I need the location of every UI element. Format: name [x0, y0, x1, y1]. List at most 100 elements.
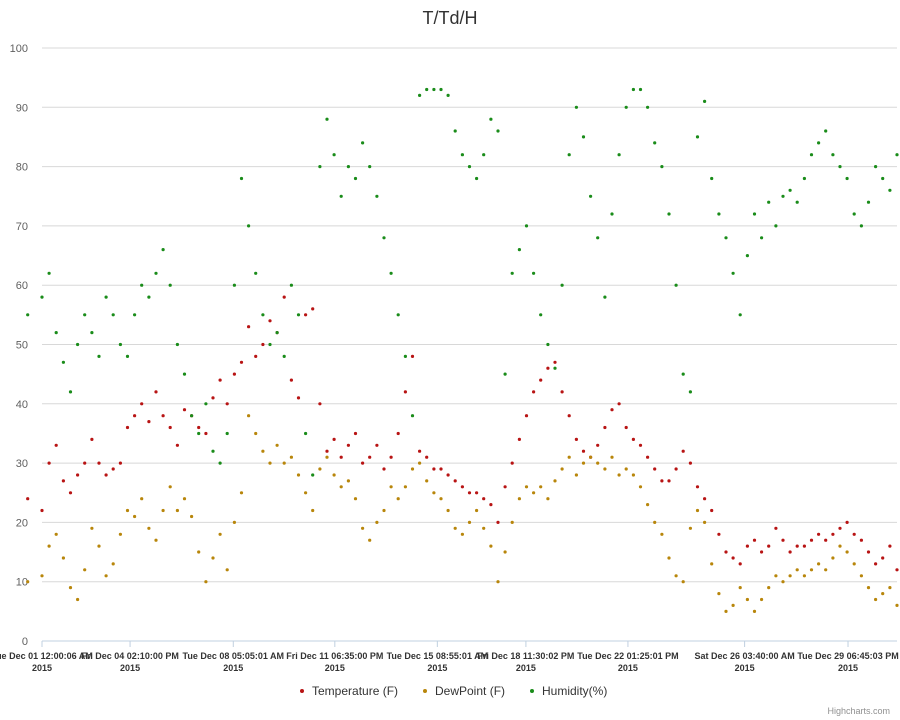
data-point	[204, 402, 208, 406]
data-point	[239, 491, 244, 495]
data-point	[646, 455, 650, 459]
data-point	[695, 135, 700, 139]
data-point	[859, 574, 864, 578]
data-point	[68, 491, 73, 495]
data-point	[574, 105, 579, 109]
x-axis: Tue Dec 01 12:00:06 AM 2015 Fri Dec 04 02:…	[0, 641, 899, 673]
data-point	[859, 538, 864, 542]
data-point	[418, 449, 422, 453]
data-point	[161, 414, 165, 418]
data-point	[353, 431, 358, 436]
data-point	[225, 431, 229, 436]
data-point	[111, 467, 115, 471]
data-point	[874, 597, 878, 602]
data-point	[361, 141, 365, 145]
data-point	[296, 313, 301, 317]
data-point	[403, 485, 407, 489]
data-point	[76, 597, 80, 602]
data-point	[517, 497, 522, 501]
data-point	[795, 544, 799, 548]
data-point	[197, 550, 201, 554]
data-point	[353, 176, 358, 181]
data-point	[211, 396, 215, 400]
data-point	[817, 532, 821, 536]
legend-item[interactable]: Temperature (F)	[300, 684, 398, 698]
data-point	[346, 443, 350, 447]
data-point	[874, 165, 878, 169]
credits-link[interactable]: Highcharts.com	[827, 706, 890, 716]
data-point	[318, 402, 322, 406]
data-point	[852, 532, 856, 536]
data-point	[496, 129, 500, 133]
data-point	[225, 402, 229, 406]
y-tick-label: 20	[16, 517, 28, 529]
legend-label: DewPoint (F)	[435, 684, 505, 698]
data-point	[788, 574, 792, 578]
data-point	[795, 200, 799, 204]
data-point	[311, 307, 315, 311]
data-point	[140, 402, 144, 406]
data-point	[232, 520, 236, 525]
data-point	[275, 443, 279, 447]
data-point	[660, 532, 664, 536]
data-point	[304, 431, 308, 436]
data-point	[539, 485, 543, 489]
y-tick-label: 80	[16, 162, 28, 174]
data-point	[646, 105, 650, 109]
data-point	[332, 473, 336, 477]
data-point	[382, 467, 386, 471]
data-point	[703, 99, 707, 103]
data-point	[524, 414, 529, 418]
data-point	[567, 414, 571, 418]
data-point	[154, 390, 158, 394]
data-point	[432, 491, 436, 495]
data-point	[190, 514, 194, 519]
data-point	[382, 236, 386, 240]
data-point	[624, 467, 628, 471]
legend-item[interactable]: DewPoint (F)	[423, 684, 505, 698]
data-point	[724, 236, 728, 240]
data-point	[147, 295, 151, 299]
y-tick-label: 40	[16, 399, 28, 411]
data-point	[375, 194, 379, 198]
data-point	[681, 449, 685, 453]
data-point	[289, 283, 293, 287]
x-tick-label: Sat Dec 26 03:40:00 AM	[694, 651, 794, 661]
data-point	[831, 556, 835, 560]
x-tick-label-year: 2015	[427, 663, 447, 673]
data-point	[752, 609, 757, 614]
data-point	[97, 544, 101, 548]
legend-label: Temperature (F)	[312, 684, 398, 698]
data-point	[425, 455, 429, 459]
data-point	[211, 556, 215, 560]
data-point	[703, 520, 707, 525]
x-tick-label: Tue Dec 22 01:25:01 PM	[577, 651, 678, 661]
data-point	[410, 354, 415, 358]
data-point	[47, 271, 51, 275]
data-point	[631, 87, 636, 92]
data-point	[40, 508, 44, 513]
data-point	[802, 176, 807, 181]
data-point	[318, 165, 322, 169]
data-point	[61, 360, 65, 364]
data-point	[817, 562, 821, 566]
data-point	[268, 319, 272, 323]
data-point	[596, 236, 600, 240]
data-point	[467, 520, 472, 525]
legend-item[interactable]: Humidity(%)	[530, 684, 607, 698]
data-point	[653, 467, 657, 471]
data-point	[760, 597, 764, 602]
data-point	[83, 568, 87, 572]
x-tick-label: Fri Dec 18 11:30:02 PM	[477, 651, 574, 661]
data-point	[353, 497, 358, 501]
data-point	[560, 467, 564, 471]
data-point	[624, 105, 628, 109]
data-point	[881, 592, 885, 596]
data-point	[389, 455, 393, 459]
data-point	[446, 93, 450, 97]
data-point	[161, 508, 165, 513]
data-point	[603, 295, 607, 299]
data-point	[610, 408, 614, 412]
data-point	[389, 485, 393, 489]
data-point	[660, 479, 664, 483]
